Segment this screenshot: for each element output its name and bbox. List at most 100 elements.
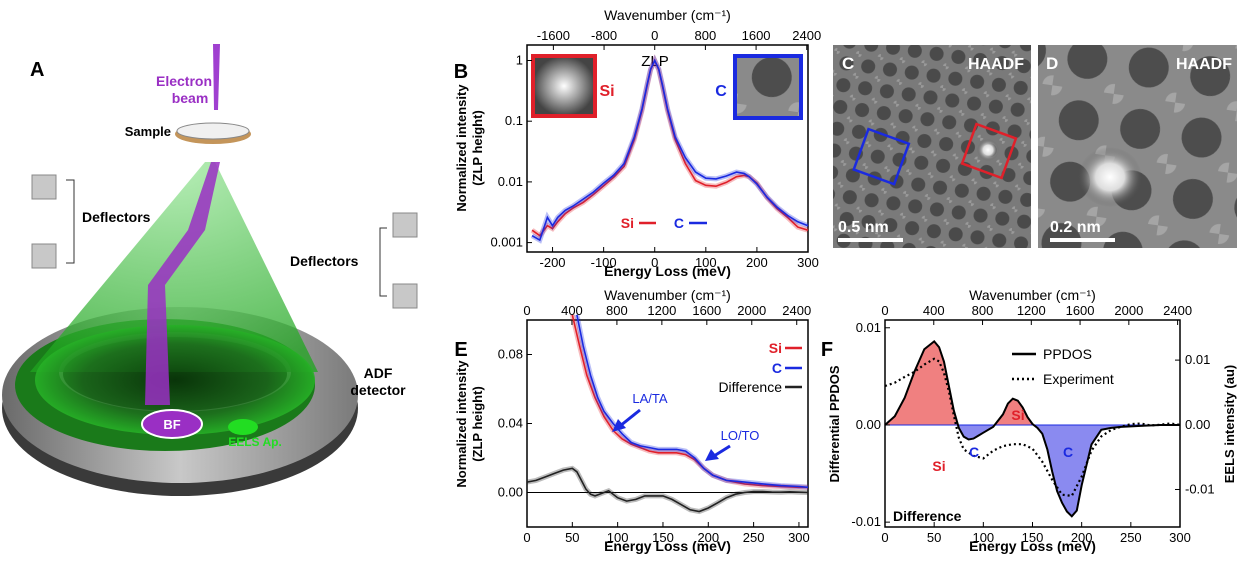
x-tick-label: 300 (1169, 530, 1191, 545)
haadf-image-d (1038, 45, 1237, 248)
panel-f-letter: F (821, 339, 833, 361)
panel-b-letter: B (454, 61, 468, 83)
ppdos-positive-fill (885, 341, 1034, 425)
x-tick-label: 300 (788, 530, 810, 545)
top-tick-label: 400 (923, 303, 945, 318)
series-line-c (576, 314, 809, 489)
y-tick-label: 0.08 (498, 347, 523, 362)
x-axis-label: Energy Loss (meV) (604, 263, 731, 279)
inset-si-image (531, 54, 597, 118)
top-tick-label: 1600 (742, 28, 771, 43)
annotation-c-2: C (1063, 444, 1073, 460)
deflector-cube-right-bottom (392, 283, 418, 309)
legend-difference: Difference (718, 379, 782, 395)
y2-tick-label: -0.01 (1185, 481, 1215, 496)
sample-label: Sample (125, 124, 171, 139)
x-tick-label: 100 (607, 530, 629, 545)
x-tick-label: 0 (881, 530, 888, 545)
deflectors-left-label: Deflectors (82, 209, 151, 225)
c-selection-box (852, 127, 911, 186)
legend-c: C (772, 360, 782, 376)
panel-a-letter: A (30, 59, 44, 81)
adf-label-2: detector (350, 382, 406, 398)
electron-beam-cone (213, 44, 220, 110)
top-tick-label: 1200 (647, 303, 676, 318)
legend-c: C (674, 215, 684, 231)
panel-c-label: HAADF (968, 56, 1024, 73)
y-tick-label: 0.1 (505, 113, 523, 128)
top-tick-label: 1600 (1066, 303, 1095, 318)
bf-label: BF (163, 417, 180, 432)
eels-aperture-label: EELS Ap. (228, 435, 282, 449)
panel-c-haadf: C HAADF 0.5 nm (833, 45, 1031, 248)
top-tick-label: 0 (881, 303, 888, 318)
panel-e-chart: Si C Difference LA/TA LO/TO 0 50 100 150 200 250 30… (454, 287, 811, 554)
annotation-c-1: C (969, 444, 979, 460)
panel-d-haadf: D HAADF 0.2 nm (1038, 45, 1237, 248)
series-line-c (531, 58, 809, 242)
x-tick-label: 50 (927, 530, 941, 545)
top-tick-label: 800 (606, 303, 628, 318)
inset-si-label: Si (599, 83, 614, 100)
x-tick-label: 150 (1022, 530, 1044, 545)
inset-c-image (733, 54, 803, 120)
sample-disc (176, 122, 250, 140)
top-tick-label: -1600 (537, 28, 570, 43)
annotation-lo-to: LO/TO (721, 428, 760, 443)
eels-aperture (228, 419, 258, 435)
annotation-la-ta: LA/TA (632, 391, 667, 406)
panel-d-scale-bar (1050, 238, 1115, 242)
y-tick-label: 0.001 (490, 235, 523, 250)
top-tick-label: 2400 (782, 303, 811, 318)
x-tick-label: 200 (1071, 530, 1093, 545)
top-tick-label: 2000 (737, 303, 766, 318)
arrow-la-ta-head (612, 419, 626, 432)
top-tick-label: 2000 (1114, 303, 1143, 318)
y2-tick-label: 0.01 (1185, 352, 1210, 367)
annotation-si-1: Si (932, 458, 945, 474)
panel-f-chart: PPDOS Experiment Si C Si C Difference 0 50 100 150… (821, 287, 1237, 554)
series-line-si (571, 314, 808, 489)
inset-c-label: C (715, 83, 727, 100)
top-tick-label: 0 (651, 28, 658, 43)
legend-si: Si (621, 215, 634, 231)
x-tick-label: 300 (797, 255, 819, 270)
deflector-bracket-right (379, 227, 387, 297)
legend-ppdos: PPDOS (1043, 346, 1092, 362)
x-tick-label: 100 (695, 255, 717, 270)
si-selection-box (960, 122, 1018, 180)
y-axis-label-1: Normalized intensity (454, 360, 469, 488)
panel-e-letter: E (454, 339, 467, 361)
y-axis-label-1: Normalized intensity (454, 84, 469, 212)
top-tick-label: -800 (591, 28, 617, 43)
y-tick-label: -0.01 (851, 514, 881, 529)
y-tick-label: 0.00 (498, 485, 523, 500)
x-tick-label: 100 (972, 530, 994, 545)
green-projection (35, 325, 315, 435)
electron-beam-label-1: Electron (156, 73, 212, 89)
x-tick-label: 200 (746, 255, 768, 270)
series-line-difference (526, 467, 809, 513)
panel-d-letter: D (1046, 54, 1058, 73)
y-axis-label-2: (ZLP height) (470, 386, 485, 462)
x-tick-label: 250 (1120, 530, 1142, 545)
panel-c-scale-bar (838, 238, 903, 242)
deflector-cube-right-top (392, 212, 418, 238)
x-tick-label: -200 (540, 255, 566, 270)
top-axis-label: Wavenumber (cm⁻¹) (604, 7, 731, 23)
y-tick-label: 1 (516, 52, 523, 67)
series-line-ppdos (884, 340, 1180, 518)
y-tick-label: 0.00 (856, 417, 881, 432)
adf-label-1: ADF (364, 365, 393, 381)
deflector-bracket-left (66, 179, 75, 264)
annotation-si-2: Si (1011, 407, 1024, 423)
top-tick-label: 800 (972, 303, 994, 318)
panel-d-scale-text: 0.2 nm (1050, 219, 1101, 236)
bf-aperture (141, 409, 203, 439)
top-tick-label: 800 (695, 28, 717, 43)
panel-d-label: HAADF (1176, 56, 1232, 73)
top-tick-label: 1600 (692, 303, 721, 318)
arrow-la-ta-line (619, 408, 641, 428)
